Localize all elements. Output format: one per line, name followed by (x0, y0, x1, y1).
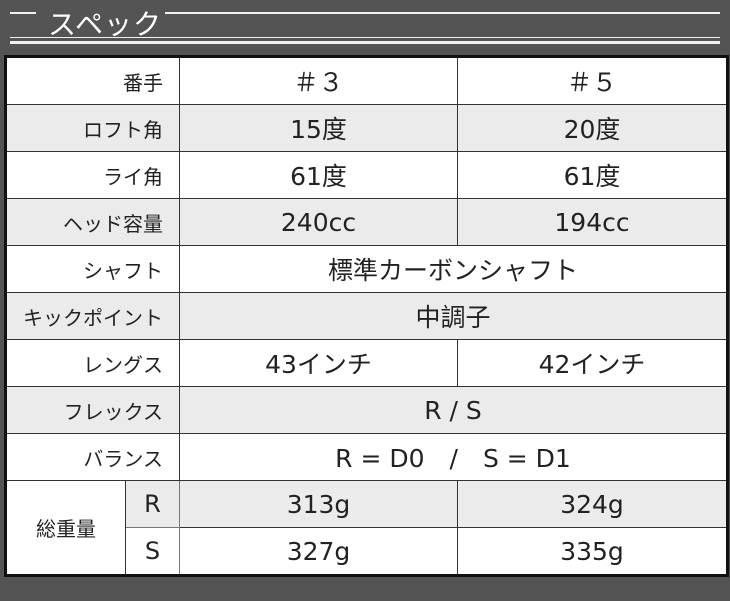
table-row: ライ角 61度 61度 (5, 151, 728, 199)
cell: ＃５ (457, 56, 728, 105)
cell: ＃３ (179, 56, 458, 105)
cell: 43インチ (179, 339, 458, 387)
header-underline (10, 41, 720, 44)
row-label: ロフト角 (5, 104, 180, 152)
cell: 61度 (457, 151, 728, 199)
row-label: バランス (5, 433, 180, 481)
table-row: ヘッド容量 240cc 194cc (5, 198, 728, 246)
row-label: 番手 (5, 56, 180, 105)
cell: 20度 (457, 104, 728, 152)
cell: R / S (179, 386, 728, 434)
cell: 15度 (179, 104, 458, 152)
row-label: フレックス (5, 386, 180, 434)
flex-label: S (125, 527, 180, 576)
header-line (10, 12, 36, 14)
row-label: ライ角 (5, 151, 180, 199)
cell: 313g (179, 480, 458, 528)
header-underline (10, 37, 720, 38)
cell: 324g (457, 480, 728, 528)
table-row: フレックス R / S (5, 386, 728, 434)
header-line (165, 12, 720, 14)
table-row: 番手 ＃３ ＃５ (5, 56, 728, 105)
row-label: シャフト (5, 245, 180, 293)
cell: 335g (457, 527, 728, 576)
row-label: キックポイント (5, 292, 180, 340)
cell: 327g (179, 527, 458, 576)
row-label: レングス (5, 339, 180, 387)
table-row: 総重量 R 313g 324g (5, 480, 728, 576)
table-row: S 327g 335g (6, 527, 728, 576)
table-row: シャフト 標準カーボンシャフト (5, 245, 728, 293)
table-row: キックポイント 中調子 (5, 292, 728, 340)
cell: 中調子 (179, 292, 728, 340)
cell: 194cc (457, 198, 728, 246)
cell: 標準カーボンシャフト (179, 245, 728, 293)
flex-label: R (125, 480, 180, 528)
cell: 61度 (179, 151, 458, 199)
spec-table: 番手 ＃３ ＃５ ロフト角 15度 20度 ライ角 61度 61度 ヘッド容量 240cc 19… (4, 55, 729, 577)
section-header: スペック (0, 0, 730, 55)
table-row: ロフト角 15度 20度 (5, 104, 728, 152)
cell: 42インチ (457, 339, 728, 387)
cell: 240cc (179, 198, 458, 246)
row-label: ヘッド容量 (5, 198, 180, 246)
section-title: スペック (48, 8, 163, 41)
table-row: バランス R = D0 / S = D1 (5, 433, 728, 481)
table-row: レングス 43インチ 42インチ (5, 339, 728, 387)
row-label: 総重量 (5, 480, 126, 576)
cell: R = D0 / S = D1 (179, 433, 728, 481)
